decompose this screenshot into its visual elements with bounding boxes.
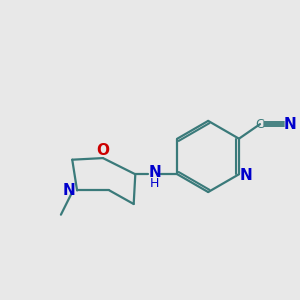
Text: H: H xyxy=(150,177,159,190)
Text: N: N xyxy=(63,183,75,198)
Text: N: N xyxy=(284,117,296,132)
Text: N: N xyxy=(240,168,253,183)
Text: O: O xyxy=(96,143,109,158)
Text: C: C xyxy=(256,118,264,130)
Text: N: N xyxy=(148,165,161,180)
